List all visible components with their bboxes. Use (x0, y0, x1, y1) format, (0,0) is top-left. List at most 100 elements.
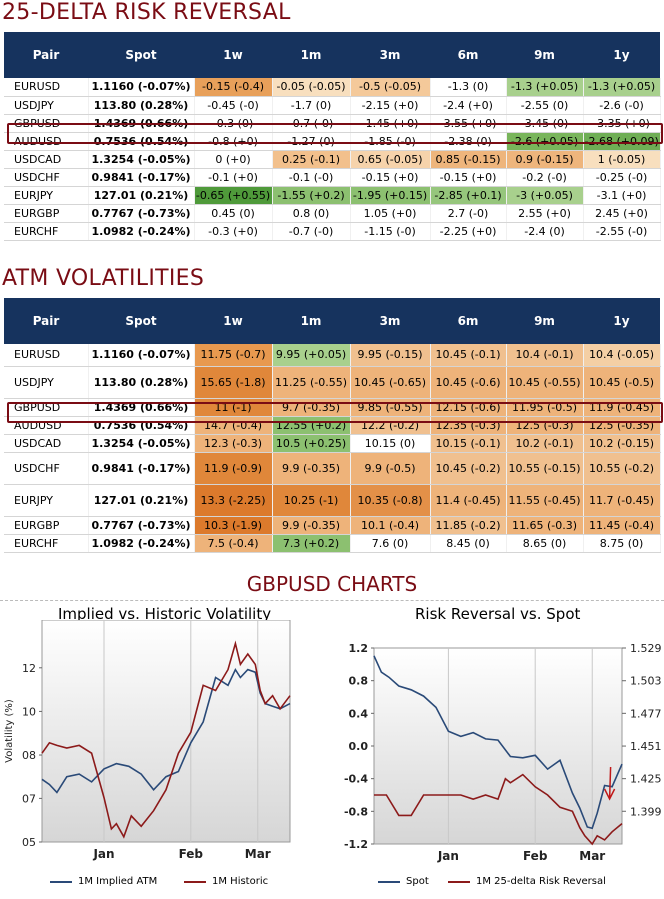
atm-header-9m: 9m (506, 298, 583, 344)
value-cell-3m: -0.5 (-0.05) (350, 78, 431, 97)
atm-header-spot: Spot (88, 298, 194, 344)
x-tick-label: Feb (523, 849, 548, 863)
value-cell-3m: 10.15 (0) (350, 434, 431, 453)
value-cell-6m: -2.85 (+0.1) (430, 186, 507, 205)
rr-row-eurgbp: EURGBP 0.7767 (-0.73%) 0.45 (0) 0.8 (0) 1.05… (4, 204, 661, 223)
value-cell-1y: 10.4 (-0.05) (583, 344, 661, 367)
value-cell-1y: 11.7 (-0.45) (583, 484, 661, 517)
chart2-legend-rr: 1M 25-delta Risk Reversal (448, 876, 606, 887)
value-cell-1w: -0.8 (+0) (194, 132, 273, 151)
value-cell-6m: -2.25 (+0) (430, 222, 507, 241)
y-tick-label: 05 (22, 836, 36, 849)
pair-cell: EURCHF (4, 534, 89, 553)
atm-header-pair: Pair (4, 298, 88, 344)
chart2-legend-spot: Spot (378, 876, 429, 887)
value-cell-3m: -1.15 (-0) (350, 222, 431, 241)
atm-header-1y: 1y (583, 298, 660, 344)
value-cell-1w: 11.75 (-0.7) (194, 344, 273, 367)
legend-label-spot: Spot (406, 876, 429, 887)
value-cell-1y: 10.55 (-0.2) (583, 452, 661, 485)
value-cell-1y: -2.55 (-0) (583, 222, 661, 241)
x-tick-label: Jan (92, 847, 114, 861)
value-cell-6m: -2.38 (0) (430, 132, 507, 151)
gbpusd-highlight-rr (7, 123, 663, 144)
y-tick-label: 07 (22, 792, 36, 805)
value-cell-9m: 2.55 (+0) (506, 204, 584, 223)
left-y-tick-label: 0.0 (349, 740, 369, 753)
rr-row-usdjpy: USDJPY 113.80 (0.28%) -0.45 (-0) -1.7 (0) -2… (4, 96, 661, 115)
section-divider (0, 600, 664, 602)
spot-cell: 0.7767 (-0.73%) (88, 204, 195, 223)
spot-cell: 0.7536 (0.54%) (88, 132, 195, 151)
legend-swatch-spot (378, 880, 400, 883)
pair-cell: USDCHF (4, 452, 89, 485)
value-cell-6m: 2.7 (-0) (430, 204, 507, 223)
value-cell-6m: 10.45 (-0.6) (430, 366, 507, 399)
value-cell-9m: -2.55 (0) (506, 96, 584, 115)
rr-row-eurchf: EURCHF 1.0982 (-0.24%) -0.3 (+0) -0.7 (-0) -… (4, 222, 661, 241)
value-cell-1m: 0.25 (-0.1) (272, 150, 351, 169)
right-y-tick-label: 1.5292 (630, 642, 662, 655)
right-y-tick-label: 1.4254 (630, 773, 662, 786)
value-cell-1w: -0.15 (-0.4) (194, 78, 273, 97)
value-cell-9m: -2.6 (+0.05) (506, 132, 584, 151)
legend-swatch-implied (50, 880, 72, 883)
value-cell-3m: 0.65 (-0.05) (350, 150, 431, 169)
right-y-tick-label: 1.4513 (630, 740, 662, 753)
value-cell-1y: 11.45 (-0.4) (583, 516, 661, 535)
risk-reversal-title: 25-DELTA RISK REVERSAL (2, 0, 291, 25)
atm-row-usdcad: USDCAD 1.3254 (-0.05%) 12.3 (-0.3) 10.5 (+0… (4, 434, 661, 453)
spot-cell: 1.0982 (-0.24%) (88, 222, 195, 241)
value-cell-1w: -0.65 (+0.55) (194, 186, 273, 205)
rr-row-usdcad: USDCAD 1.3254 (-0.05%) 0 (+0) 0.25 (-0.1) 0.… (4, 150, 661, 169)
gbpusd-highlight-atm (7, 402, 663, 423)
x-tick-label: Feb (179, 847, 204, 861)
annotation-arrow-icon (603, 766, 616, 801)
rr-header-spot: Spot (88, 32, 194, 78)
value-cell-3m: 1.05 (+0) (350, 204, 431, 223)
legend-label-rr: 1M 25-delta Risk Reversal (476, 876, 606, 887)
value-cell-1y: 10.2 (-0.15) (583, 434, 661, 453)
value-cell-6m: 10.15 (-0.1) (430, 434, 507, 453)
spot-cell: 1.0982 (-0.24%) (88, 534, 195, 553)
value-cell-1y: 2.45 (+0) (583, 204, 661, 223)
value-cell-9m: 8.65 (0) (506, 534, 584, 553)
pair-cell: EURGBP (4, 516, 89, 535)
value-cell-9m: -1.3 (+0.05) (506, 78, 584, 97)
rr-row-usdchf: USDCHF 0.9841 (-0.17%) -0.1 (+0) -0.1 (-0) -… (4, 168, 661, 187)
chart1-title: Implied vs. Historic Volatility (58, 605, 272, 623)
atm-row-usdchf: USDCHF 0.9841 (-0.17%) 11.9 (-0.9) 9.9 (-0.… (4, 452, 661, 485)
plot-area (41, 620, 291, 843)
value-cell-6m: -2.4 (+0) (430, 96, 507, 115)
pair-cell: USDCAD (4, 150, 89, 169)
value-cell-1m: -1.27 (0) (272, 132, 351, 151)
value-cell-6m: -1.3 (0) (430, 78, 507, 97)
atm-volatilities-title: ATM VOLATILITIES (2, 266, 205, 291)
value-cell-9m: -2.4 (0) (506, 222, 584, 241)
value-cell-9m: 0.9 (-0.15) (506, 150, 584, 169)
value-cell-9m: -0.2 (-0) (506, 168, 584, 187)
spot-cell: 0.7767 (-0.73%) (88, 516, 195, 535)
value-cell-1m: -1.55 (+0.2) (272, 186, 351, 205)
chart2-title: Risk Reversal vs. Spot (415, 605, 581, 623)
left-y-tick-label: -0.4 (344, 773, 368, 786)
value-cell-3m: -1.95 (+0.15) (350, 186, 431, 205)
value-cell-3m: 12.2 (-0.2) (350, 416, 431, 435)
series-line-historic (41, 640, 291, 839)
rr-header-9m: 9m (506, 32, 583, 78)
value-cell-1y: 10.45 (-0.5) (583, 366, 661, 399)
value-cell-6m: 10.45 (-0.1) (430, 344, 507, 367)
value-cell-1y: 1 (-0.05) (583, 150, 661, 169)
value-cell-6m: 8.45 (0) (430, 534, 507, 553)
x-tick-label: Mar (579, 849, 605, 863)
rr-row-eurjpy: EURJPY 127.01 (0.21%) -0.65 (+0.55) -1.55 (… (4, 186, 661, 205)
value-cell-1m: 10.5 (+0.25) (272, 434, 351, 453)
pair-cell: EURGBP (4, 204, 89, 223)
value-cell-1m: 9.9 (-0.35) (272, 516, 351, 535)
chart1-legend-historic: 1M Historic (184, 876, 268, 887)
value-cell-1w: 13.3 (-2.25) (194, 484, 273, 517)
right-y-tick-label: 1.4773 (630, 707, 662, 720)
pair-cell: EURUSD (4, 344, 89, 367)
rr-header-1m: 1m (272, 32, 350, 78)
atm-row-eurjpy: EURJPY 127.01 (0.21%) 13.3 (-2.25) 10.25 (-… (4, 484, 661, 517)
